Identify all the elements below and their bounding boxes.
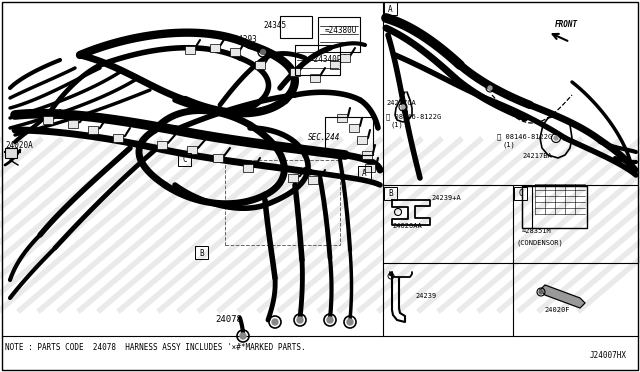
Circle shape	[488, 86, 492, 90]
Text: ≂28351M: ≂28351M	[522, 228, 552, 234]
Bar	[358, 166, 371, 179]
Text: Ⓑ 08146-8122G: Ⓑ 08146-8122G	[497, 133, 552, 140]
Text: ≂24340P: ≂24340P	[310, 55, 342, 64]
Bar	[330, 61, 340, 69]
Text: (1): (1)	[390, 121, 403, 128]
Text: ≂24380U: ≂24380U	[325, 26, 357, 35]
Bar	[325, 117, 373, 155]
Text: 24020AA: 24020AA	[392, 223, 422, 229]
Text: 24217CA: 24217CA	[386, 100, 416, 106]
Bar	[225, 160, 340, 245]
Bar	[357, 136, 367, 144]
Text: A: A	[388, 4, 393, 13]
Text: A: A	[362, 169, 367, 177]
Bar	[113, 134, 123, 142]
Bar	[243, 164, 253, 172]
Bar	[384, 187, 397, 200]
Bar	[195, 246, 208, 259]
Bar	[349, 124, 359, 132]
Circle shape	[347, 319, 353, 325]
Bar	[187, 146, 197, 154]
Bar	[185, 46, 195, 54]
Text: SEC.244: SEC.244	[308, 133, 340, 142]
Text: (1): (1)	[502, 141, 515, 148]
Bar	[522, 186, 587, 228]
Text: C: C	[182, 155, 187, 164]
Bar	[88, 126, 98, 134]
Circle shape	[272, 319, 278, 325]
Text: C: C	[518, 189, 523, 198]
Text: B: B	[199, 248, 204, 257]
Text: J24007HX: J24007HX	[590, 351, 627, 360]
Text: 24217BA: 24217BA	[522, 153, 552, 159]
Bar	[210, 44, 220, 52]
Text: 24239: 24239	[415, 293, 436, 299]
Bar	[365, 164, 375, 172]
Text: 24078: 24078	[215, 315, 242, 324]
Text: 24020A: 24020A	[5, 141, 33, 150]
Bar	[43, 116, 53, 124]
Bar	[5, 148, 17, 158]
Text: FRONT: FRONT	[555, 20, 578, 29]
Bar	[178, 153, 191, 166]
Bar	[337, 114, 347, 122]
Bar	[280, 16, 312, 38]
Bar	[362, 151, 372, 159]
Text: 24239+A: 24239+A	[431, 195, 461, 201]
Bar	[288, 174, 298, 182]
Circle shape	[327, 317, 333, 323]
Circle shape	[260, 49, 266, 55]
Bar	[230, 48, 240, 56]
Circle shape	[554, 136, 558, 140]
Text: B: B	[388, 189, 393, 198]
Text: ≂24293: ≂24293	[230, 35, 258, 44]
Bar	[68, 120, 78, 128]
Bar	[290, 68, 300, 76]
Bar	[213, 154, 223, 162]
Text: Ⓑ 08146-8122G: Ⓑ 08146-8122G	[386, 113, 441, 120]
Bar	[308, 176, 318, 184]
Bar	[157, 141, 167, 149]
Bar	[340, 54, 350, 62]
Bar	[522, 186, 532, 228]
Circle shape	[297, 317, 303, 323]
Circle shape	[240, 333, 246, 339]
Circle shape	[401, 105, 405, 109]
Text: 24020F: 24020F	[544, 307, 570, 313]
Polygon shape	[540, 285, 585, 308]
Text: 24345: 24345	[263, 21, 286, 30]
Bar	[295, 45, 340, 75]
Bar	[384, 2, 397, 15]
Bar	[310, 74, 320, 82]
Bar	[255, 61, 265, 69]
Text: NOTE : PARTS CODE  24078  HARNESS ASSY INCLUDES '×#*MARKED PARTS.: NOTE : PARTS CODE 24078 HARNESS ASSY INC…	[5, 343, 306, 352]
Circle shape	[539, 290, 543, 294]
Text: (CONDENSOR): (CONDENSOR)	[517, 239, 564, 246]
Bar	[514, 187, 527, 200]
